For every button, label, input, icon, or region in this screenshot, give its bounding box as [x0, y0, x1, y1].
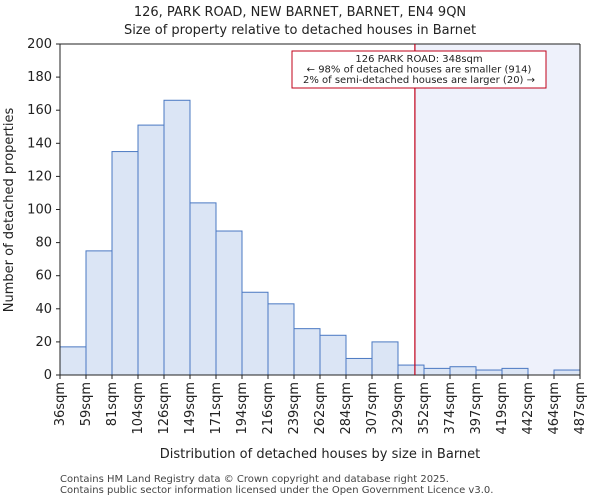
bar-126sqm	[163, 99, 191, 376]
y-tick-label: 200	[27, 37, 52, 52]
footer: Contains HM Land Registry data © Crown c…	[60, 474, 493, 496]
bar-216sqm	[267, 303, 295, 376]
x-tick-label: 397sqm	[469, 382, 484, 435]
x-tick-label: 239sqm	[287, 382, 302, 435]
x-tick-label: 284sqm	[339, 382, 354, 435]
x-tick-label: 216sqm	[261, 382, 276, 435]
y-axis-label: Number of detached properties	[2, 108, 17, 313]
y-tick-label: 40	[35, 302, 52, 317]
bar-59sqm	[85, 250, 113, 376]
x-tick-label: 194sqm	[235, 382, 250, 435]
chart-subtitle: Size of property relative to detached ho…	[124, 23, 476, 38]
y-tick-label: 100	[27, 203, 52, 218]
bar-284sqm	[345, 357, 373, 376]
annotation-line-2: ← 98% of detached houses are smaller (91…	[307, 65, 532, 76]
bar-374sqm	[449, 366, 477, 376]
bar-397sqm	[475, 369, 503, 376]
bar-194sqm	[241, 291, 269, 376]
x-tick-label: 329sqm	[391, 382, 406, 435]
bar-419sqm	[501, 367, 529, 376]
x-tick-label: 262sqm	[313, 382, 328, 435]
x-tick-label: 36sqm	[53, 382, 68, 426]
bar-104sqm	[137, 124, 165, 376]
bar-307sqm	[371, 341, 399, 376]
y-tick-label: 160	[27, 103, 52, 118]
footer-line-1: Contains HM Land Registry data © Crown c…	[60, 474, 449, 485]
y-tick-label: 20	[35, 335, 52, 350]
y-tick-label: 60	[35, 269, 52, 284]
footer-line-2: Contains public sector information licen…	[60, 485, 494, 496]
annotation-line-3: 2% of semi-detached houses are larger (2…	[303, 75, 535, 86]
bar-239sqm	[293, 328, 321, 376]
x-axis-label: Distribution of detached houses by size …	[160, 447, 481, 462]
x-tick-label: 352sqm	[417, 382, 432, 435]
annotation-line-1: 126 PARK ROAD: 348sqm	[355, 54, 482, 65]
x-tick-label: 126sqm	[157, 382, 172, 435]
x-tick-label: 59sqm	[79, 382, 94, 426]
bar-36sqm	[59, 346, 87, 376]
y-tick-label: 180	[27, 70, 52, 85]
y-tick-label: 120	[27, 169, 52, 184]
x-tick-label: 487sqm	[573, 382, 588, 435]
bar-149sqm	[189, 202, 217, 376]
x-tick-label: 374sqm	[443, 382, 458, 435]
x-tick-label: 419sqm	[495, 382, 510, 435]
bar-81sqm	[111, 151, 139, 376]
x-tick-label: 307sqm	[365, 382, 380, 435]
bar-262sqm	[319, 334, 347, 376]
y-tick-label: 140	[27, 136, 52, 151]
y-tick-label: 0	[44, 368, 52, 383]
bar-171sqm	[215, 230, 243, 376]
x-tick-label: 104sqm	[131, 382, 146, 435]
y-tick-label: 80	[35, 236, 52, 251]
x-tick-label: 442sqm	[521, 382, 536, 435]
x-tick-label: 171sqm	[209, 382, 224, 435]
x-tick-label: 464sqm	[547, 382, 562, 435]
chart-title: 126, PARK ROAD, NEW BARNET, BARNET, EN4 …	[134, 5, 466, 20]
bar-464sqm	[553, 369, 581, 376]
highlight-region	[414, 44, 580, 375]
bar-352sqm	[423, 367, 451, 376]
bar-329sqm	[397, 364, 425, 376]
x-tick-label: 81sqm	[105, 382, 120, 426]
x-tick-label: 149sqm	[183, 382, 198, 435]
annotation-box	[291, 50, 547, 89]
